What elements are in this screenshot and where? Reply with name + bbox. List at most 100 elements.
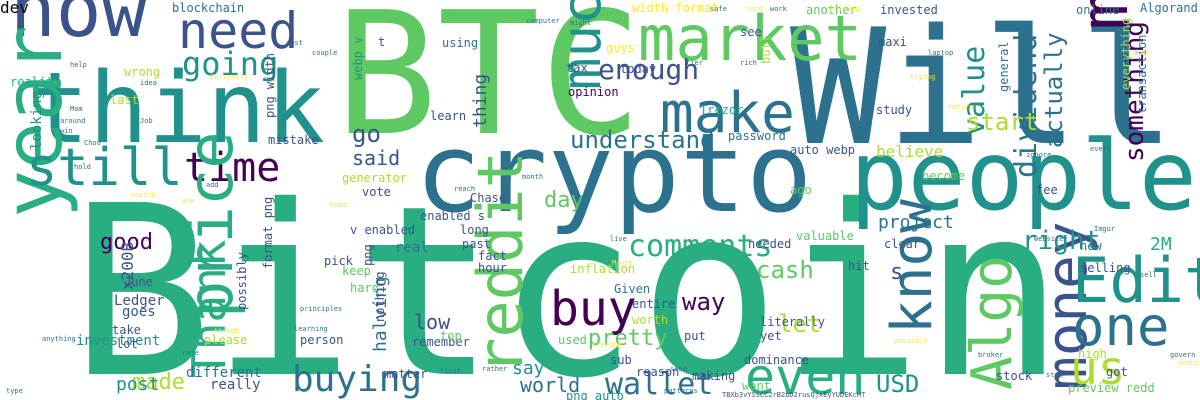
word-stock: stock [996, 369, 1033, 383]
word-learn: learn [430, 109, 467, 123]
word-help: help [70, 61, 87, 69]
word-even: even [745, 348, 866, 400]
word-token: token [1128, 49, 1150, 57]
word-good: good [100, 230, 153, 255]
word-address-string: TBXb3vYSsCC2rB2bD2rusQjxEyYUDEKcHT [722, 391, 866, 399]
word-past: past [462, 237, 491, 251]
word-win: win [60, 127, 73, 135]
word-blockchain: blockchain [172, 1, 245, 15]
word-bull: bull [759, 35, 773, 64]
word-invested: invested [880, 3, 938, 17]
word-algorand: Algorand [1140, 1, 1198, 15]
word-matter: matter [384, 367, 428, 381]
word-day: day [544, 188, 584, 213]
word-us: us [1070, 341, 1126, 395]
word-making: making [692, 369, 736, 383]
word-cash: cash [756, 256, 814, 284]
word-dominance: dominance [744, 353, 810, 367]
word-currently: Currently [210, 73, 248, 81]
word-png: png [361, 244, 375, 266]
word-become: become [922, 169, 966, 183]
word-got: got [1106, 365, 1128, 379]
word-month: month [522, 173, 544, 181]
word-post: post [116, 374, 160, 395]
word-make: make [660, 81, 795, 146]
word-way: way [682, 288, 726, 316]
word-generator: generator [342, 171, 408, 185]
word-start: start [966, 108, 1039, 136]
word-mom: Mom [70, 105, 83, 113]
word-bitcoin: Bitcoin [70, 155, 1065, 400]
word-every: every [1090, 145, 1112, 153]
word-rather: rather [482, 365, 508, 373]
word-high: high [1078, 347, 1107, 361]
word-last: last [110, 93, 139, 107]
word-2m: 2M [1150, 234, 1172, 255]
word-maxi: maxi [878, 35, 907, 49]
word-literally: literally [760, 315, 826, 329]
word-sell: sell [1140, 271, 1157, 279]
word-pick: pick [324, 254, 353, 268]
word-possible: possible [894, 337, 928, 345]
word-tax: tax [566, 61, 588, 75]
word-said: said [352, 146, 401, 170]
word-holding: Holding [830, 5, 860, 13]
word-transaction: transaction [1135, 34, 1149, 114]
word-chase: Chase [470, 191, 507, 205]
word-nothing: nothing [373, 271, 387, 322]
word-hit: hit [848, 259, 870, 273]
word-preview-redd: preview redd [1068, 381, 1155, 395]
word-top: top [440, 329, 462, 343]
word-hour: hour [478, 261, 507, 275]
word-buy: buy [550, 281, 637, 337]
word-world: world [520, 373, 581, 397]
word-t: t [378, 35, 386, 49]
word-another: another [806, 3, 857, 17]
word-password: password [728, 129, 786, 143]
word-work: work [770, 5, 787, 13]
word-possibly: possibly [235, 252, 249, 310]
word-looking: looking [29, 90, 45, 150]
word-new: new [1080, 239, 1102, 253]
word-stop: stop [1046, 371, 1063, 379]
word-let: let [778, 310, 822, 338]
word-used: used [558, 333, 587, 347]
word-cost: cost [286, 39, 303, 47]
word-long: long [460, 223, 489, 237]
word-learning: learning [294, 325, 328, 333]
word-different: different [186, 365, 262, 381]
word-will: Will [790, 0, 1176, 181]
word-one: one [1072, 295, 1170, 358]
word-wallet: wallet [605, 367, 714, 400]
word-comments: comments [628, 229, 773, 264]
word-person: person [300, 333, 344, 347]
word-needed: needed [748, 237, 792, 251]
word-inflation: inflation [570, 262, 636, 276]
word-first: first [440, 367, 462, 375]
word-search: search [130, 191, 156, 199]
word-now: now [10, 0, 148, 54]
word-ignore: ignore [1026, 151, 1052, 159]
word-really: really [210, 377, 261, 393]
word-believe: believe [876, 142, 944, 161]
word-rich: rich [740, 59, 757, 67]
word-safe: safe [710, 5, 727, 13]
word-hard: hard [350, 281, 379, 295]
word-seem: seem [670, 365, 687, 373]
word-rate: rate [182, 349, 199, 357]
word-though: though [214, 327, 240, 335]
word-thing: thing [470, 73, 491, 128]
word-time: time [184, 145, 281, 191]
word-ago: ago [790, 183, 812, 197]
word-add: add [206, 181, 219, 189]
word-choo: Choo [84, 139, 101, 147]
word-go: go [352, 120, 381, 148]
word-type: type [6, 387, 23, 395]
word-yet: yet [760, 329, 782, 343]
word-reach: reach [454, 185, 476, 193]
word-online: online [1076, 3, 1120, 17]
word-wrong: wrong [124, 65, 161, 79]
word-laptop: laptop [928, 49, 954, 57]
word-goes: goes [122, 304, 156, 320]
